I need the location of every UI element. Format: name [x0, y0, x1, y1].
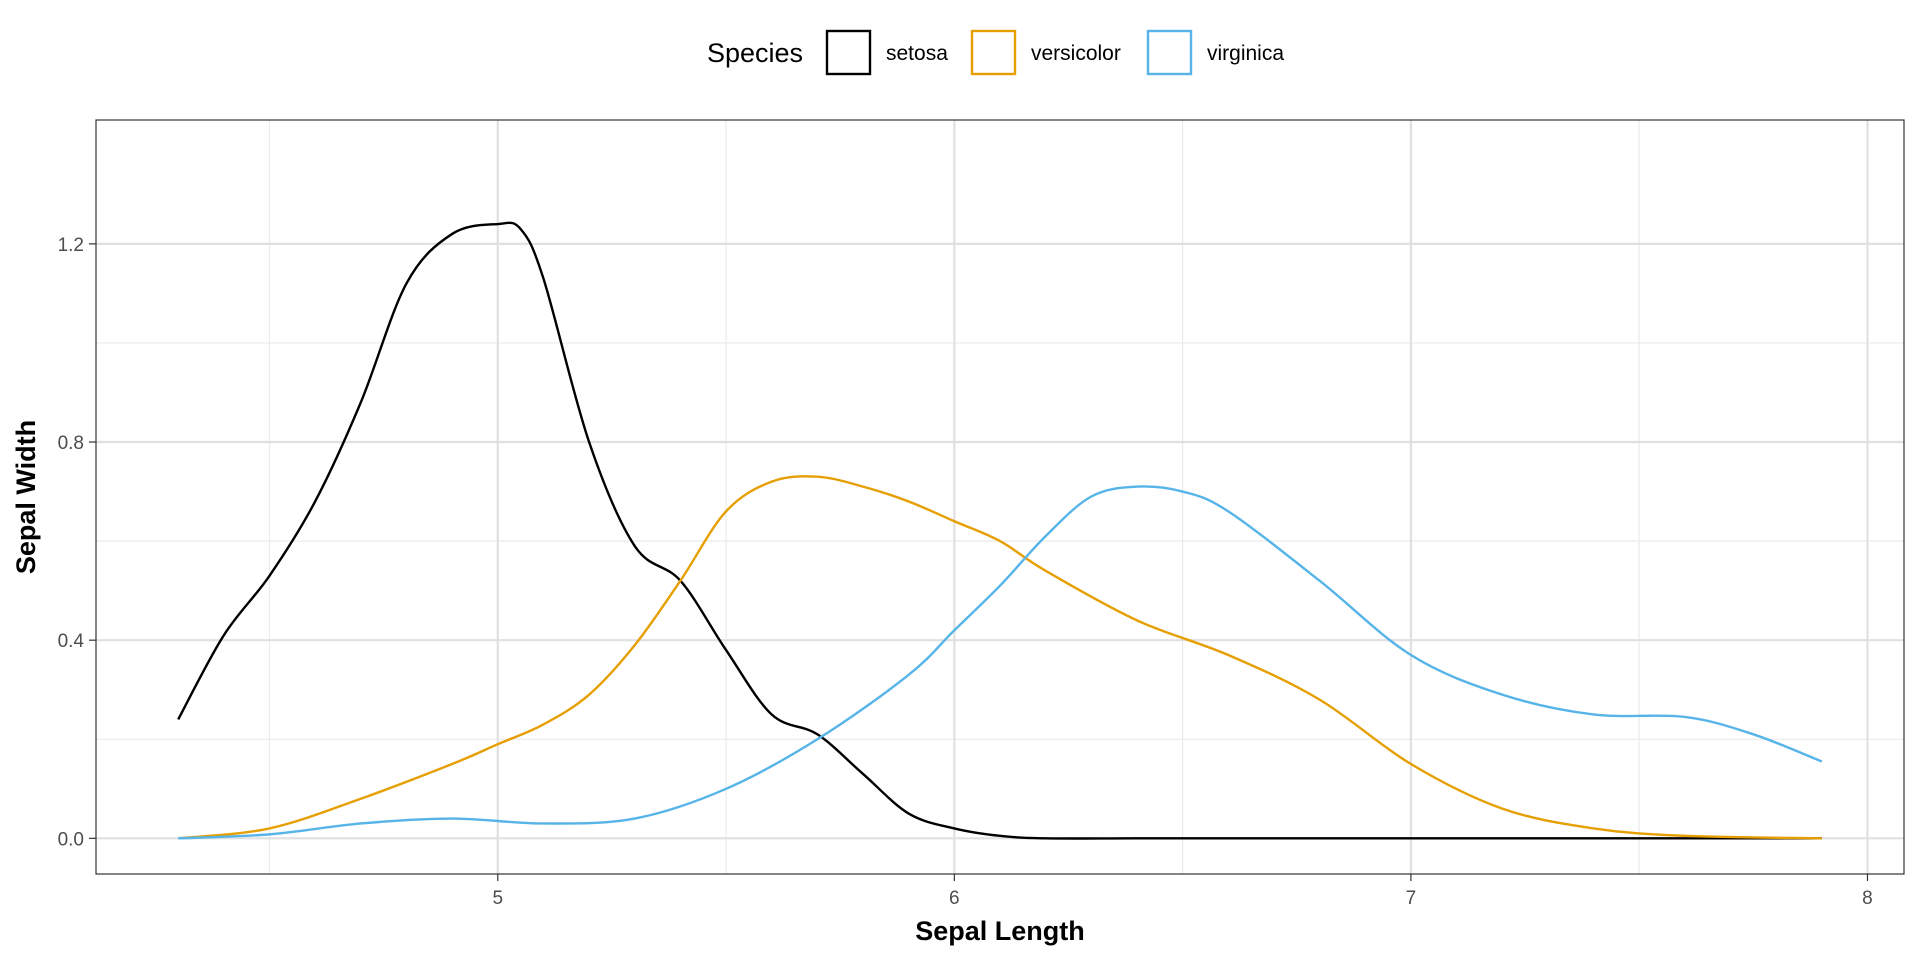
x-tick-label: 8	[1862, 888, 1873, 909]
x-tick-label: 7	[1406, 888, 1417, 909]
y-tick-label: 1.2	[58, 235, 84, 256]
x-tick-label: 6	[949, 888, 960, 909]
grid	[96, 120, 1904, 874]
legend-label-virginica: virginica	[1207, 42, 1284, 65]
y-tick-label: 0.0	[58, 829, 84, 850]
density-line-virginica	[178, 485, 1823, 840]
x-tick-label: 5	[492, 888, 503, 909]
legend-title: Species	[707, 38, 803, 68]
y-tick-label: 0.8	[58, 433, 84, 454]
legend-label-versicolor: versicolor	[1031, 42, 1121, 65]
plot-panel-border	[95, 119, 1905, 875]
legend: Species setosa versicolor virginica	[707, 29, 1284, 76]
legend-key-virginica	[1146, 29, 1193, 76]
density-line-versicolor	[178, 475, 1822, 840]
axes: 5 6 7 8 0.0 0.4 0.8 1.2	[58, 235, 1873, 909]
y-tick-label: 0.4	[58, 631, 85, 652]
series-lines	[177, 221, 1823, 840]
y-axis-title: Sepal Width	[11, 420, 41, 574]
legend-label-setosa: setosa	[886, 42, 948, 65]
x-axis-title: Sepal Length	[915, 916, 1085, 946]
density-line-setosa	[177, 221, 1822, 840]
legend-key-setosa	[825, 29, 872, 76]
legend-key-versicolor	[970, 29, 1017, 76]
